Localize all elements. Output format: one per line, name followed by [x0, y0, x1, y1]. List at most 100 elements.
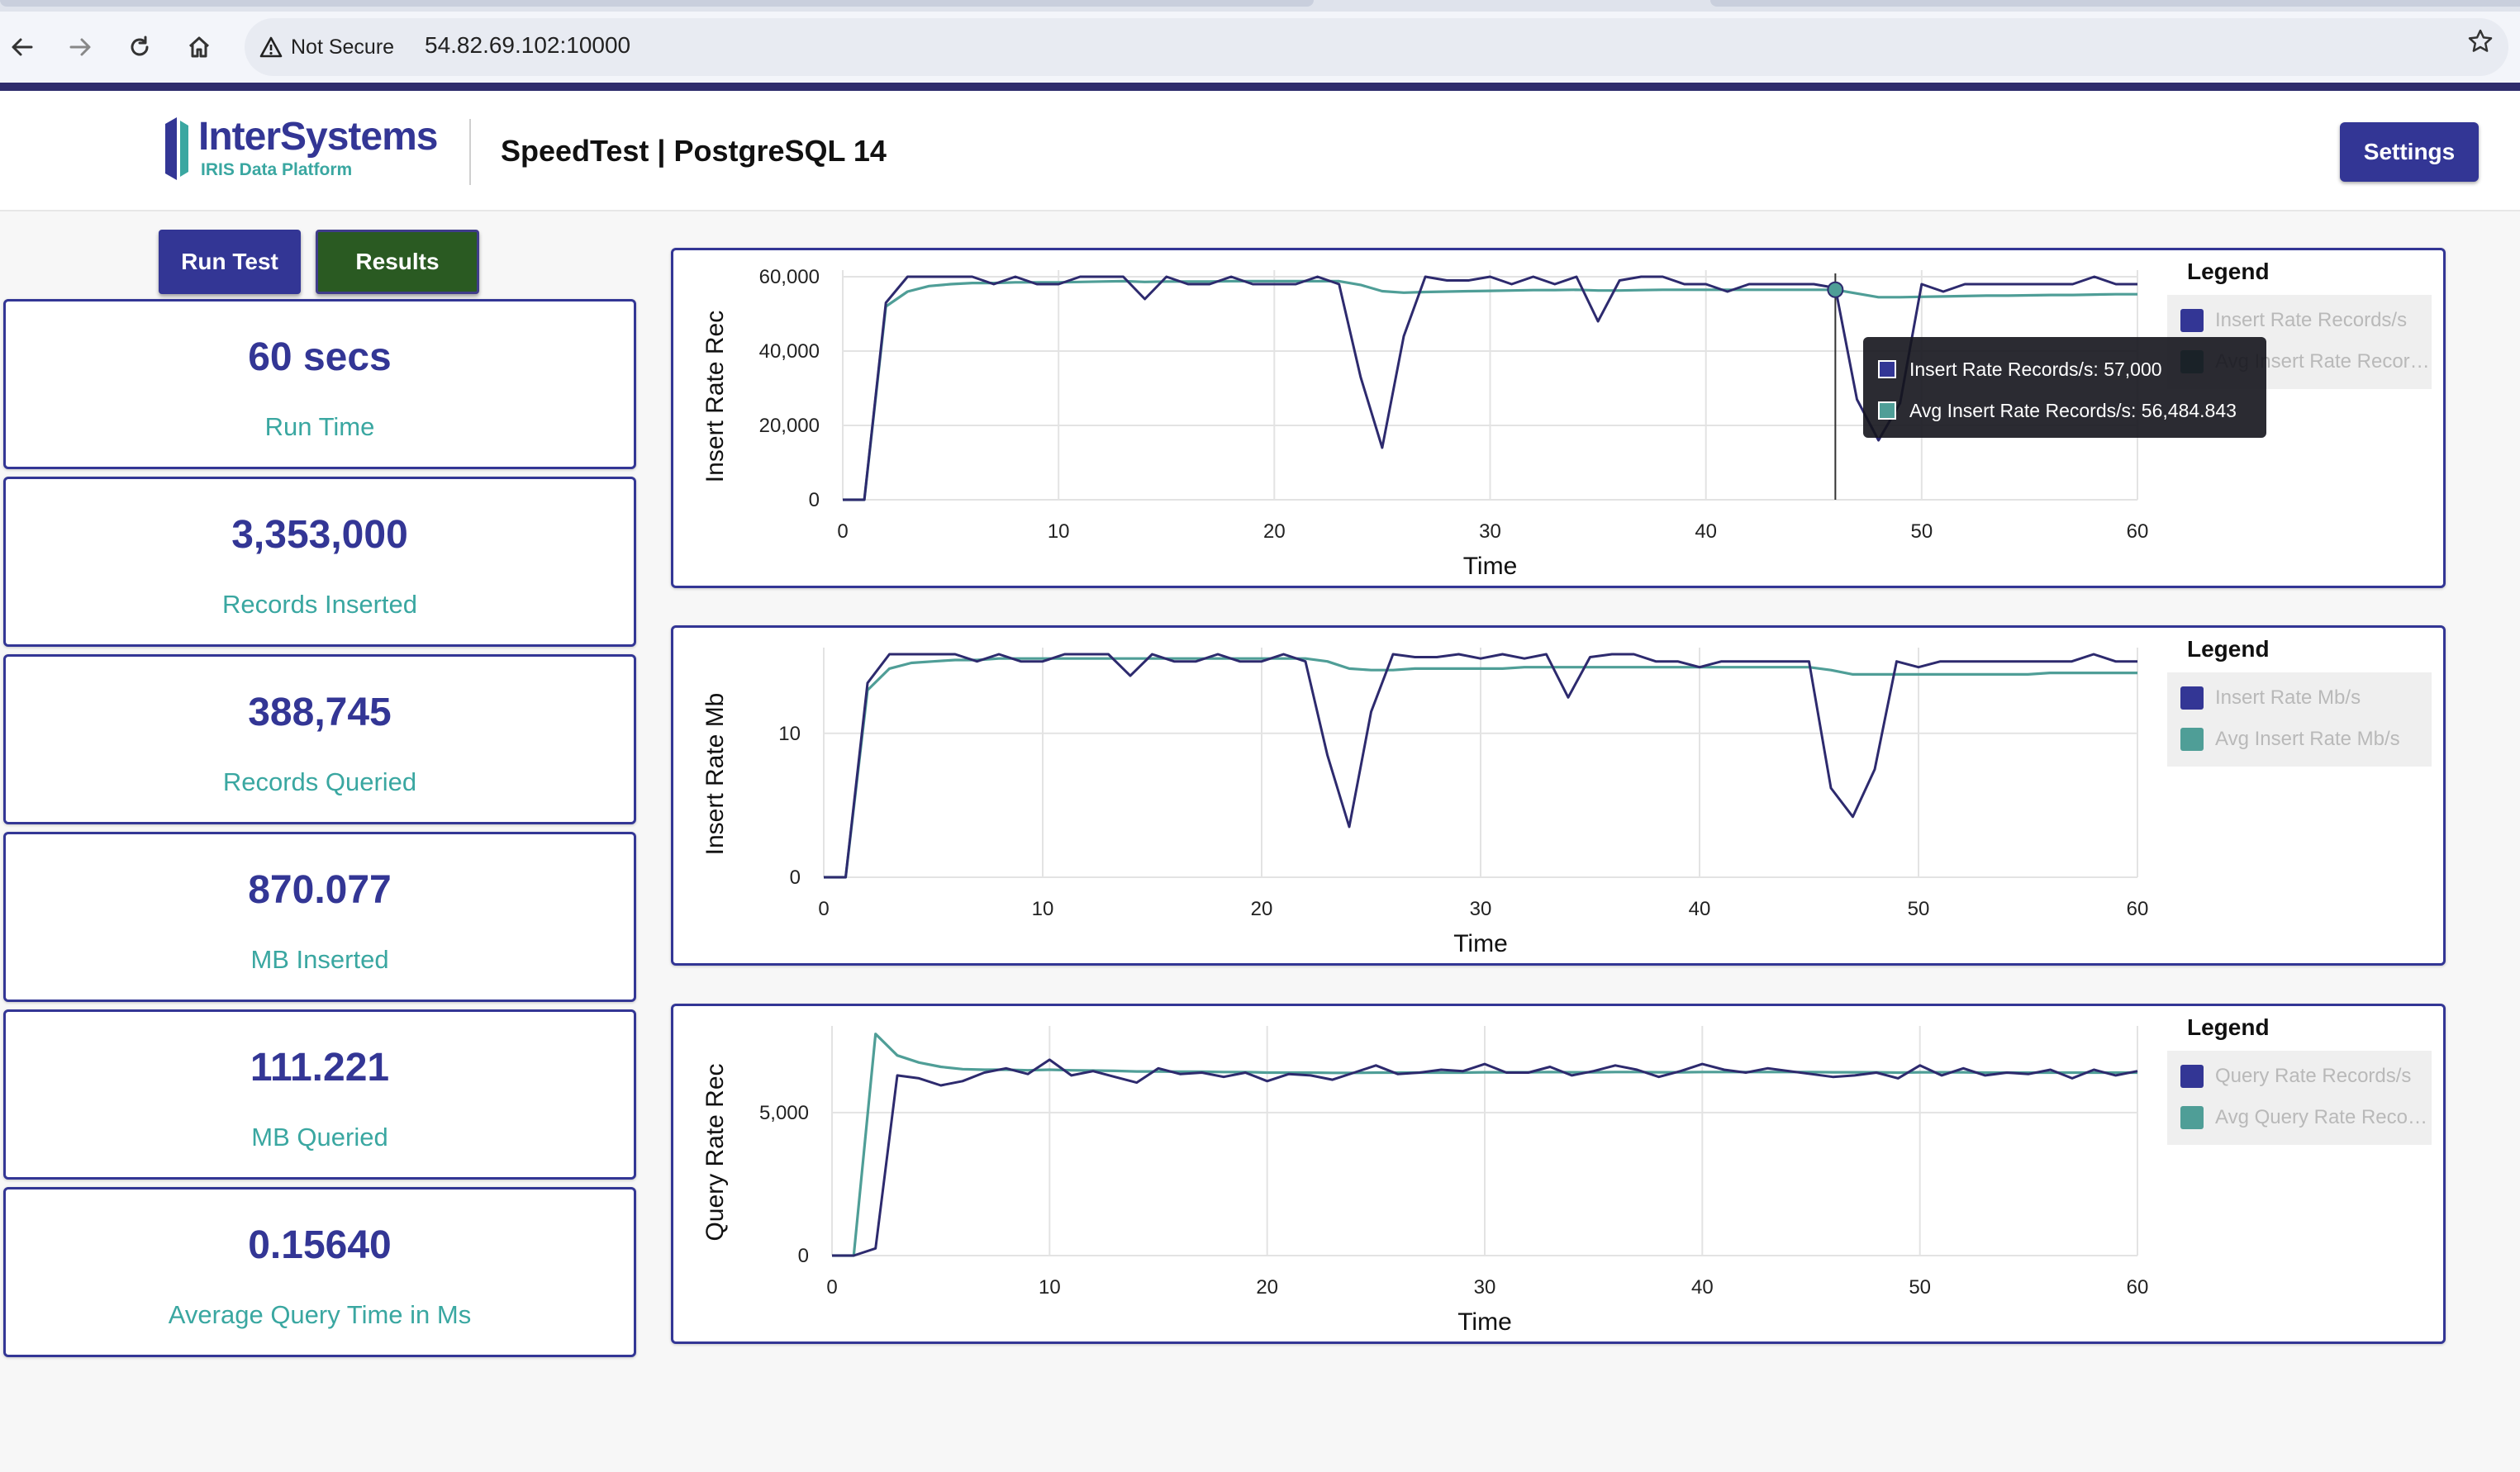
x-axis-label: Time — [1463, 553, 1518, 580]
page-title: SpeedTest | PostgreSQL 14 — [501, 134, 887, 168]
y-axis-label: Query Rate Rec — [701, 1063, 729, 1241]
warning-icon — [259, 36, 283, 58]
legend-swatch — [2180, 1065, 2204, 1088]
insert-rate-mb-chart: 0 10 20 30 40 50 60 0 10 Time Insert Rate Mb Legen… — [671, 625, 2446, 966]
x-tick-label: 40 — [1695, 520, 1717, 543]
legend-swatch — [2180, 309, 2204, 332]
x-axis-label: Time — [1453, 930, 1508, 957]
chart-legend: Legend Insert Rate Mb/s Avg Insert Rate … — [2167, 636, 2432, 767]
y-tick-label: 20,000 — [759, 415, 820, 437]
x-tick-label: 30 — [1474, 1276, 1496, 1299]
tooltip-swatch — [1878, 360, 1896, 378]
x-tick-label: 10 — [1048, 520, 1070, 543]
query-rate-records-chart: 0 10 20 30 40 50 60 0 5,000 Time Query Rate Rec Le… — [671, 1004, 2446, 1344]
stat-value: 388,745 — [248, 691, 392, 734]
x-tick-label: 0 — [837, 520, 848, 543]
app-header: InterSystems IRIS Data Platform SpeedTes… — [0, 91, 2520, 211]
y-tick-label: 10 — [778, 723, 801, 745]
stat-value: 60 secs — [248, 335, 392, 379]
legend-label: Insert Rate Records/s — [2215, 309, 2408, 331]
x-tick-label: 10 — [1032, 898, 1054, 920]
back-icon[interactable] — [3, 28, 41, 66]
y-tick-label: 5,000 — [759, 1102, 809, 1124]
legend-label: Insert Rate Mb/s — [2215, 686, 2361, 709]
y-axis-label: Insert Rate Rec — [701, 311, 729, 482]
x-tick-label: 20 — [1251, 898, 1273, 920]
settings-button[interactable]: Settings — [2340, 122, 2479, 182]
x-tick-label: 40 — [1689, 898, 1711, 920]
stat-value: 3,353,000 — [231, 513, 408, 557]
legend-item[interactable]: Avg Insert Rate Mb/s — [2167, 719, 2432, 760]
x-tick-label: 60 — [2127, 520, 2149, 543]
legend-label: Query Rate Records/s — [2215, 1065, 2412, 1087]
brand-tagline: IRIS Data Platform — [201, 160, 353, 179]
legend-item[interactable]: Insert Rate Mb/s — [2167, 677, 2432, 719]
stat-card-run-time: 60 secs Run Time — [3, 299, 636, 469]
legend-swatch — [2180, 686, 2204, 710]
header-accent-bar — [0, 83, 2520, 91]
stat-card-mb-queried: 111.221 MB Queried — [3, 1009, 636, 1180]
insert-rate-mb-plot[interactable]: 0 10 20 30 40 50 60 0 10 Time Insert Rate Mb — [673, 628, 2443, 963]
security-indicator[interactable]: Not Secure — [259, 28, 394, 66]
x-tick-label: 0 — [826, 1276, 837, 1299]
stat-value: 870.077 — [248, 868, 392, 912]
x-tick-label: 40 — [1691, 1276, 1714, 1299]
stat-value: 0.15640 — [248, 1223, 392, 1267]
y-tick-label: 40,000 — [759, 340, 820, 363]
chart-tooltip: Insert Rate Records/s: 57,000 Avg Insert… — [1863, 337, 2266, 438]
legend-swatch — [2180, 1106, 2204, 1129]
legend-label: Avg Query Rate Records/s — [2215, 1106, 2430, 1128]
series-line-avg — [843, 279, 2137, 501]
stat-label: Records Queried — [222, 767, 417, 796]
legend-title: Legend — [2187, 636, 2270, 662]
series-line-rate — [832, 1058, 2138, 1257]
intersystems-logo-icon — [165, 117, 188, 180]
series-line-rate — [843, 275, 2137, 501]
address-bar[interactable]: Not Secure 54.82.69.102:10000 — [245, 18, 2508, 76]
y-tick-label: 60,000 — [759, 266, 820, 288]
x-tick-label: 50 — [1910, 520, 1933, 543]
browser-tab-strip — [0, 0, 2520, 12]
legend-item[interactable]: Query Rate Records/s — [2167, 1056, 2432, 1097]
tooltip-swatch — [1878, 401, 1896, 420]
stat-card-records-inserted: 3,353,000 Records Inserted — [3, 477, 636, 647]
home-icon[interactable] — [180, 28, 218, 66]
x-tick-label: 60 — [2127, 898, 2149, 920]
tooltip-line: Insert Rate Records/s: 57,000 — [1909, 358, 2162, 380]
legend-label: Avg Insert Rate Mb/s — [2215, 728, 2400, 750]
insert-rate-records-chart: 0 10 20 30 40 50 60 0 20,000 40,000 60,000 Time Inse… — [671, 248, 2446, 588]
browser-tab[interactable] — [1710, 0, 2520, 7]
url-text[interactable]: 54.82.69.102:10000 — [425, 32, 631, 58]
stat-label: MB Inserted — [250, 945, 389, 974]
x-tick-label: 30 — [1470, 898, 1492, 920]
browser-tab[interactable] — [0, 0, 1314, 7]
series-line-avg — [832, 1033, 2137, 1257]
stat-label: Records Inserted — [221, 590, 418, 619]
x-tick-label: 10 — [1039, 1276, 1061, 1299]
forward-icon[interactable] — [61, 28, 99, 66]
legend-swatch — [2180, 728, 2204, 751]
stat-card-average-query-time: 0.15640 Average Query Time in Ms — [3, 1187, 636, 1357]
x-tick-label: 20 — [1256, 1276, 1278, 1299]
stat-label: Run Time — [264, 412, 375, 441]
run-test-button[interactable]: Run Test — [159, 230, 301, 294]
star-icon[interactable] — [2467, 28, 2494, 62]
y-axis-label: Insert Rate Mb — [701, 693, 729, 856]
stat-label: Average Query Time in Ms — [168, 1300, 472, 1329]
legend-item[interactable]: Insert Rate Records/s — [2167, 300, 2432, 341]
stat-card-mb-inserted: 870.077 MB Inserted — [3, 832, 636, 1002]
legend-item[interactable]: Avg Query Rate Records/s — [2167, 1097, 2432, 1138]
reload-icon[interactable] — [121, 28, 159, 66]
results-button[interactable]: Results — [316, 230, 479, 294]
stat-card-records-queried: 388,745 Records Queried — [3, 654, 636, 824]
x-tick-label: 60 — [2127, 1276, 2149, 1299]
stat-value: 111.221 — [250, 1046, 390, 1090]
y-tick-label: 0 — [790, 867, 801, 889]
tooltip-line: Avg Insert Rate Records/s: 56,484.843 — [1909, 399, 2237, 421]
security-label: Not Secure — [291, 35, 395, 59]
series-line-avg — [824, 657, 2137, 879]
y-tick-label: 0 — [809, 489, 820, 511]
x-tick-label: 20 — [1263, 520, 1286, 543]
x-axis-label: Time — [1457, 1308, 1512, 1336]
query-rate-records-plot[interactable]: 0 10 20 30 40 50 60 0 5,000 Time Query Rate Rec — [673, 1006, 2443, 1341]
